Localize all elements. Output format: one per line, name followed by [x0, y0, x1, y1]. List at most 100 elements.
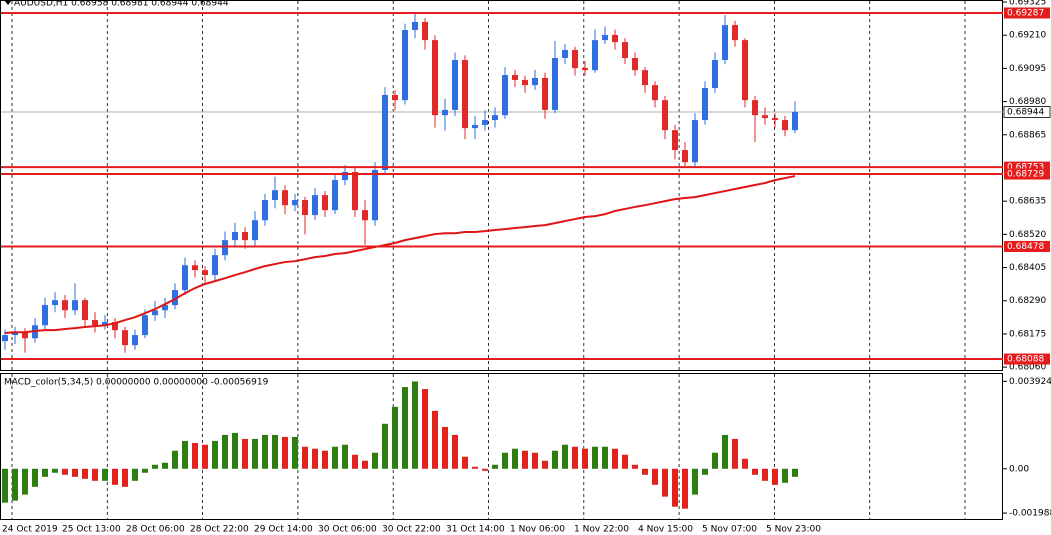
macd-bar: [52, 468, 58, 473]
candle-body: [112, 322, 118, 331]
macd-title: MACD_color(5,34,5) 0.00000000 0.00000000…: [4, 378, 269, 388]
macd-bar: [122, 468, 128, 487]
y-tick-label: 0.68405: [1009, 263, 1046, 273]
candle-body: [762, 115, 768, 119]
macd-bar: [602, 446, 608, 469]
macd-bar: [192, 442, 198, 469]
header-icon: [4, 0, 12, 5]
candle-body: [162, 305, 168, 311]
candle-body: [242, 232, 248, 241]
y-tick-label: 0.69095: [1009, 64, 1046, 74]
candle-body: [752, 100, 758, 116]
candle-body: [472, 124, 478, 129]
macd-bar: [612, 448, 618, 469]
macd-bar: [502, 452, 508, 469]
macd-bar: [102, 468, 108, 481]
macd-y-tick-label: 0.0039245: [1009, 377, 1051, 387]
macd-bar: [2, 468, 8, 503]
y-tick-label: 0.68980: [1009, 97, 1046, 107]
x-tick-label: 1 Nov 22:00: [574, 525, 629, 535]
macd-frame: [0, 373, 1003, 520]
y-tick-label: 0.69325: [1009, 0, 1046, 8]
y-tick-label: 0.68060: [1009, 363, 1046, 373]
level-label: 0.68753: [1007, 163, 1044, 173]
macd-bar: [152, 464, 158, 469]
x-tick-label: 30 Oct 22:00: [382, 525, 441, 535]
macd-bar: [12, 468, 18, 501]
moving-average: [4, 175, 796, 335]
macd-bar: [42, 468, 48, 477]
candle-body: [172, 290, 178, 306]
level-label-box: [1004, 168, 1050, 180]
macd-bar: [92, 468, 98, 481]
macd-bar: [162, 462, 168, 469]
candle-body: [722, 25, 728, 61]
macd-y-tick-label: 0.00: [1009, 464, 1029, 474]
candle-body: [22, 332, 28, 339]
macd-bar: [262, 434, 268, 469]
macd-bar: [292, 436, 298, 469]
macd-bar: [722, 434, 728, 469]
macd-bar: [462, 456, 468, 469]
candle-body: [152, 310, 158, 316]
macd-bar: [382, 423, 388, 469]
macd-bar: [32, 468, 38, 487]
candle-body: [632, 58, 638, 71]
candle-body: [222, 240, 228, 256]
candle-body: [352, 172, 358, 211]
candle-body: [732, 25, 738, 41]
macd-bar: [22, 468, 28, 495]
candle-body: [582, 68, 588, 71]
candle-body: [202, 270, 208, 276]
candle-body: [292, 200, 298, 206]
y-tick-label: 0.69210: [1009, 31, 1046, 41]
candle-body: [282, 190, 288, 206]
x-tick-label: 5 Nov 23:00: [766, 525, 821, 535]
macd-bar: [512, 448, 518, 469]
macd-bar: [302, 446, 308, 469]
macd-bar: [532, 452, 538, 469]
level-label-box: [1004, 7, 1050, 19]
macd-bar: [622, 454, 628, 469]
level-label: 0.68088: [1007, 355, 1044, 365]
candle-body: [522, 79, 528, 86]
macd-bar: [582, 448, 588, 469]
candle-body: [692, 120, 698, 163]
macd-bar: [782, 468, 788, 483]
y-tick-label: 0.68175: [1009, 329, 1046, 339]
macd-bar: [442, 426, 448, 469]
main-frame: [0, 0, 1003, 371]
candle-body: [262, 200, 268, 221]
x-tick-label: 29 Oct 14:00: [254, 525, 313, 535]
candle-body: [682, 150, 688, 163]
level-label: 0.68478: [1007, 242, 1044, 252]
candle-body: [512, 75, 518, 80]
macd-bar: [242, 438, 248, 469]
macd-bar: [402, 387, 408, 469]
candle-body: [332, 180, 338, 211]
x-tick-label: 30 Oct 06:00: [318, 525, 377, 535]
candle-body: [142, 315, 148, 336]
level-label-box: [1004, 240, 1050, 252]
candle-body: [132, 335, 138, 346]
candle-body: [552, 58, 558, 110]
macd-bar: [372, 452, 378, 469]
macd-bar: [562, 444, 568, 469]
candle-body: [2, 335, 8, 342]
candle-body: [392, 94, 398, 101]
candle-body: [572, 49, 578, 69]
candle-body: [482, 120, 488, 125]
candle-body: [742, 40, 748, 101]
x-tick-label: 4 Nov 15:00: [638, 525, 693, 535]
candle-body: [232, 232, 238, 241]
candle-body: [442, 109, 448, 116]
macd-bar: [422, 389, 428, 469]
macd-bar: [452, 434, 458, 469]
candle-body: [432, 40, 438, 116]
macd-bar: [342, 444, 348, 469]
level-label: 0.68729: [1007, 170, 1044, 180]
macd-bar: [772, 468, 778, 485]
macd-bar: [142, 468, 148, 473]
macd-bar: [472, 466, 478, 469]
candle-body: [612, 34, 618, 43]
